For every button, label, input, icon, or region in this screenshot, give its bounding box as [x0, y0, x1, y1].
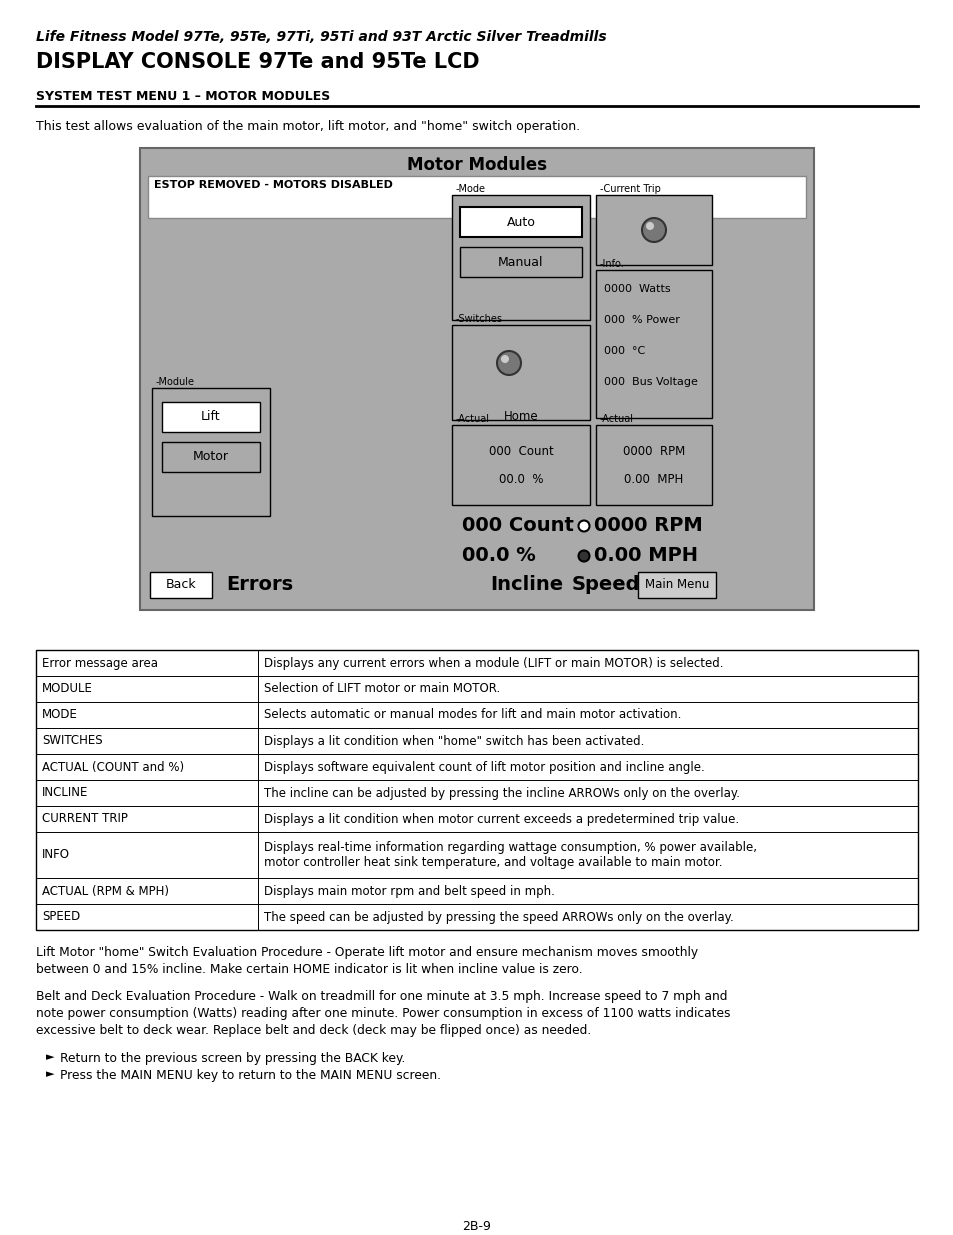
Text: Motor Modules: Motor Modules	[407, 156, 546, 174]
FancyBboxPatch shape	[596, 425, 711, 505]
Text: Auto: Auto	[506, 215, 535, 228]
Text: 000  °C: 000 °C	[603, 346, 644, 356]
Text: This test allows evaluation of the main motor, lift motor, and "home" switch ope: This test allows evaluation of the main …	[36, 120, 579, 133]
Text: -Info.: -Info.	[599, 259, 624, 269]
Text: 000 Count: 000 Count	[461, 516, 574, 535]
Text: 00.0  %: 00.0 %	[498, 473, 542, 487]
Text: Return to the previous screen by pressing the BACK key.: Return to the previous screen by pressin…	[60, 1052, 405, 1065]
Text: -Switches: -Switches	[456, 314, 502, 324]
Text: Displays a lit condition when motor current exceeds a predetermined trip value.: Displays a lit condition when motor curr…	[264, 813, 739, 825]
Circle shape	[497, 351, 520, 375]
Text: Main Menu: Main Menu	[644, 578, 708, 592]
FancyBboxPatch shape	[596, 270, 711, 417]
Text: The incline can be adjusted by pressing the incline ARROWs only on the overlay.: The incline can be adjusted by pressing …	[264, 787, 740, 799]
FancyBboxPatch shape	[152, 388, 270, 516]
Text: Selection of LIFT motor or main MOTOR.: Selection of LIFT motor or main MOTOR.	[264, 683, 499, 695]
Text: Displays any current errors when a module (LIFT or main MOTOR) is selected.: Displays any current errors when a modul…	[264, 657, 722, 669]
Text: 00.0 %: 00.0 %	[461, 546, 536, 564]
Text: SWITCHES: SWITCHES	[42, 735, 103, 747]
FancyBboxPatch shape	[452, 425, 589, 505]
Text: Lift Motor "home" Switch Evaluation Procedure - Operate lift motor and ensure me: Lift Motor "home" Switch Evaluation Proc…	[36, 946, 698, 976]
FancyBboxPatch shape	[148, 177, 805, 219]
Circle shape	[645, 222, 654, 230]
Text: SPEED: SPEED	[42, 910, 80, 924]
Circle shape	[578, 520, 589, 531]
Text: MODULE: MODULE	[42, 683, 92, 695]
Text: -Mode: -Mode	[456, 184, 485, 194]
Text: Press the MAIN MENU key to return to the MAIN MENU screen.: Press the MAIN MENU key to return to the…	[60, 1070, 440, 1082]
FancyBboxPatch shape	[162, 403, 260, 432]
Text: DISPLAY CONSOLE 97Te and 95Te LCD: DISPLAY CONSOLE 97Te and 95Te LCD	[36, 52, 479, 72]
FancyBboxPatch shape	[162, 442, 260, 472]
Text: ►: ►	[46, 1052, 54, 1062]
Text: 0.00 MPH: 0.00 MPH	[594, 546, 698, 564]
Text: INCLINE: INCLINE	[42, 787, 89, 799]
FancyBboxPatch shape	[36, 650, 917, 930]
Text: ►: ►	[46, 1070, 54, 1079]
Text: Displays software equivalent count of lift motor position and incline angle.: Displays software equivalent count of li…	[264, 761, 704, 773]
Text: Life Fitness Model 97Te, 95Te, 97Ti, 95Ti and 93T Arctic Silver Treadmills: Life Fitness Model 97Te, 95Te, 97Ti, 95T…	[36, 30, 606, 44]
Text: 0000  RPM: 0000 RPM	[622, 445, 684, 458]
Text: -Module: -Module	[156, 377, 194, 387]
Text: 0000 RPM: 0000 RPM	[594, 516, 702, 535]
Text: Error message area: Error message area	[42, 657, 158, 669]
FancyBboxPatch shape	[452, 195, 589, 320]
FancyBboxPatch shape	[452, 325, 589, 420]
Text: Errors: Errors	[226, 576, 293, 594]
Text: 0000  Watts: 0000 Watts	[603, 284, 670, 294]
Text: -Current Trip: -Current Trip	[599, 184, 660, 194]
Text: SYSTEM TEST MENU 1 – MOTOR MODULES: SYSTEM TEST MENU 1 – MOTOR MODULES	[36, 90, 330, 103]
Text: Displays main motor rpm and belt speed in mph.: Displays main motor rpm and belt speed i…	[264, 884, 555, 898]
Text: 0.00  MPH: 0.00 MPH	[623, 473, 683, 487]
Text: Belt and Deck Evaluation Procedure - Walk on treadmill for one minute at 3.5 mph: Belt and Deck Evaluation Procedure - Wal…	[36, 990, 730, 1037]
Text: Home: Home	[503, 410, 537, 424]
Text: ACTUAL (RPM & MPH): ACTUAL (RPM & MPH)	[42, 884, 169, 898]
Text: INFO: INFO	[42, 848, 70, 862]
Text: 2B-9: 2B-9	[462, 1220, 491, 1233]
Text: -Actual: -Actual	[599, 414, 634, 424]
Text: 000  Bus Voltage: 000 Bus Voltage	[603, 377, 698, 387]
FancyBboxPatch shape	[150, 572, 212, 598]
Circle shape	[578, 551, 589, 562]
FancyBboxPatch shape	[140, 148, 813, 610]
Text: ACTUAL (COUNT and %): ACTUAL (COUNT and %)	[42, 761, 184, 773]
FancyBboxPatch shape	[459, 207, 581, 237]
Text: Lift: Lift	[201, 410, 220, 424]
Text: Displays a lit condition when "home" switch has been activated.: Displays a lit condition when "home" swi…	[264, 735, 643, 747]
Text: CURRENT TRIP: CURRENT TRIP	[42, 813, 128, 825]
Text: Speed: Speed	[572, 576, 639, 594]
Circle shape	[641, 219, 665, 242]
Text: MODE: MODE	[42, 709, 78, 721]
Text: Displays real-time information regarding wattage consumption, % power available,: Displays real-time information regarding…	[264, 841, 757, 869]
Text: 000  Count: 000 Count	[488, 445, 553, 458]
Text: Incline: Incline	[490, 576, 562, 594]
FancyBboxPatch shape	[638, 572, 716, 598]
Circle shape	[500, 354, 509, 363]
Text: 000  % Power: 000 % Power	[603, 315, 679, 325]
Text: Motor: Motor	[193, 451, 229, 463]
Text: ESTOP REMOVED - MOTORS DISABLED: ESTOP REMOVED - MOTORS DISABLED	[153, 180, 393, 190]
Text: Back: Back	[166, 578, 196, 592]
FancyBboxPatch shape	[596, 195, 711, 266]
FancyBboxPatch shape	[459, 247, 581, 277]
Text: Selects automatic or manual modes for lift and main motor activation.: Selects automatic or manual modes for li…	[264, 709, 680, 721]
Text: Manual: Manual	[497, 256, 543, 268]
Text: -Actual: -Actual	[456, 414, 490, 424]
Text: The speed can be adjusted by pressing the speed ARROWs only on the overlay.: The speed can be adjusted by pressing th…	[264, 910, 733, 924]
